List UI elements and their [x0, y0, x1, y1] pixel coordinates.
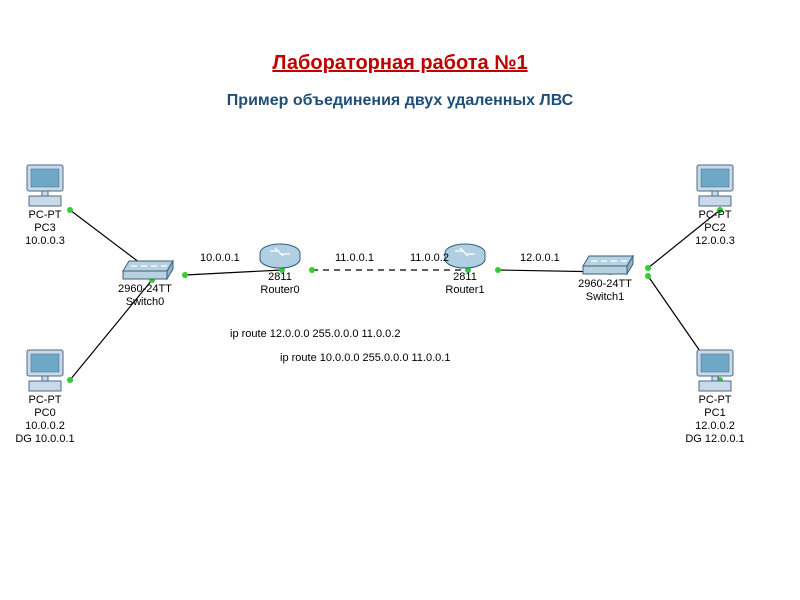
pc-label: PC-PT PC3 10.0.0.3: [0, 209, 95, 248]
router-icon: [445, 244, 485, 268]
pc-icon: [697, 165, 733, 206]
pc-icon: [697, 350, 733, 391]
switch-icon: [583, 256, 633, 274]
ip-route-text: ip route 12.0.0.0 255.0.0.0 11.0.0.2: [230, 328, 400, 340]
switch-icon: [123, 261, 173, 279]
switch-label: 2960-24TT Switch1: [555, 278, 655, 304]
link-ip-label: 10.0.0.1: [200, 252, 240, 265]
pc-icon: [27, 350, 63, 391]
port-dot: [645, 265, 651, 271]
pc-icon: [27, 165, 63, 206]
pc-label: PC-PT PC2 12.0.0.3: [665, 209, 765, 248]
switch-label: 2960-24TT Switch0: [95, 283, 195, 309]
pc-label: PC-PT PC1 12.0.0.2 DG 12.0.0.1: [665, 394, 765, 446]
port-dot: [182, 272, 188, 278]
router-icon: [260, 244, 300, 268]
link-ip-label: 11.0.0.2: [410, 252, 449, 265]
ip-route-text: ip route 10.0.0.0 255.0.0.0 11.0.0.1: [280, 352, 450, 364]
router-label: 2811 Router1: [415, 271, 515, 297]
link-ip-label: 12.0.0.1: [520, 252, 560, 265]
pc-label: PC-PT PC0 10.0.0.2 DG 10.0.0.1: [0, 394, 95, 446]
diagram-canvas: Лабораторная работа №1 Пример объединени…: [0, 0, 800, 600]
link-ip-label: 11.0.0.1: [335, 252, 374, 265]
port-dot: [67, 377, 73, 383]
router-label: 2811 Router0: [230, 271, 330, 297]
